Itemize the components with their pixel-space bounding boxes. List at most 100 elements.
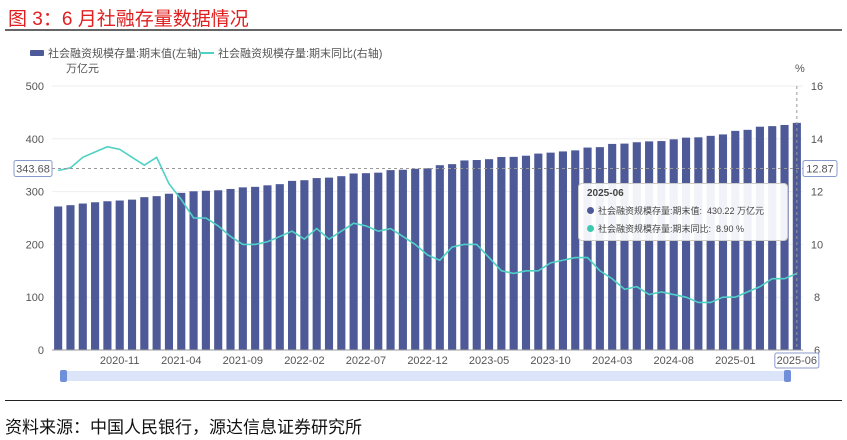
bar [349,173,358,350]
tooltip-date: 2025-06 [587,188,624,199]
bar [583,147,592,350]
yoy-line [57,145,798,304]
datazoom-slider [63,371,791,381]
bar [140,197,149,350]
y-right-tick: 10 [811,239,823,251]
bar [718,134,728,350]
datazoom-handle-left [60,370,67,382]
x-tick: 2021-09 [223,355,263,367]
bar [595,147,604,350]
source-note: 资料来源：中国人民银行，源达信息证券研究所 [5,418,362,437]
bar [275,184,284,350]
x-tick: 2023-10 [530,355,570,367]
line-dot-icon [587,225,594,232]
bar [226,188,235,350]
bar [448,164,457,350]
bar [164,193,174,350]
y-right-tick: 12 [811,187,823,199]
bar [263,185,272,350]
bar [706,135,715,350]
bar [214,190,223,350]
tooltip-bar-label: 社会融资规模存量:期末值: [598,206,703,216]
bar [571,150,580,350]
bar [645,141,654,350]
bar [534,153,543,350]
x-tick: 2022-02 [284,355,324,367]
y-right-tick: 14 [811,134,823,146]
bar [288,180,297,350]
x-tick: 2024-03 [592,355,632,367]
bar [398,169,407,350]
bar [324,177,334,350]
y-right-tick: 16 [811,81,823,93]
bar [546,152,555,350]
bar [694,137,703,350]
bar [620,143,629,350]
y-left-tick: 100 [26,292,44,304]
bar [189,191,198,350]
bar [681,137,691,350]
bar [54,206,63,350]
x-tick: 2023-05 [469,355,509,367]
bar [484,159,494,350]
bar [497,157,506,350]
crosshair-right-value: 12.87 [806,164,834,176]
x-tick: 2024-08 [654,355,694,367]
bar [115,200,124,350]
bar [251,186,260,350]
x-tick: 2025-01 [715,355,755,367]
x-tick: 2022-12 [407,355,447,367]
crosshair-left-value: 343.68 [16,164,50,176]
tooltip-line-value: 8.90 % [716,224,745,234]
x-tick: 2022-07 [346,355,386,367]
bar [472,160,481,350]
y-right-unit: % [795,63,805,75]
bar [669,139,678,350]
bar [152,196,161,350]
bar [337,176,346,350]
bar [238,187,247,350]
y-left-tick: 0 [38,345,44,357]
bar [361,173,371,350]
y-left-unit: 万亿元 [66,62,99,75]
bar [608,143,617,350]
bar [558,151,567,350]
title-divider [5,29,842,31]
bar [374,172,383,350]
y-right-tick: 8 [814,292,820,304]
legend-bar-label: 社会融资规模存量:期末值(左轴) [48,46,201,60]
tooltip-bar-value: 430.22 万亿元 [707,206,765,216]
y-left-tick: 300 [26,187,44,199]
footer-divider [5,400,842,401]
legend-line-label: 社会融资规模存量:期末同比(右轴) [218,46,382,60]
bar [312,178,321,350]
bar [91,202,100,350]
bar [103,201,112,350]
bar [78,203,87,350]
figure-title: 图 3：6 月社融存量数据情况 [8,9,249,30]
crosshair-right-box [802,160,838,178]
bar [423,168,432,350]
bar [300,180,309,350]
x-tick: 2020-11 [100,355,140,367]
bar [435,165,444,350]
x-tick: 2021-04 [161,355,201,367]
x-tick: 2025-06 [777,355,817,367]
crosshair-left-box [13,160,53,178]
x-pointer-label-box [774,352,820,369]
bar [177,192,186,350]
y-right-tick: 6 [814,345,820,357]
bar [632,142,641,350]
bar [411,168,420,350]
chart-tooltip: 2025-06 社会融资规模存量:期末值: 430.22 万亿元 社会融资规模存… [578,183,788,241]
legend-bar-swatch [30,50,44,56]
bar-dot-icon [587,207,594,214]
bar [509,156,518,350]
bar [521,155,531,350]
datazoom-handle-right [784,370,791,382]
y-left-tick: 400 [26,134,44,146]
tooltip-line-label: 社会融资规模存量:期末同比: [598,224,712,234]
bar [201,190,210,350]
bar [127,199,137,350]
bar [66,205,75,350]
